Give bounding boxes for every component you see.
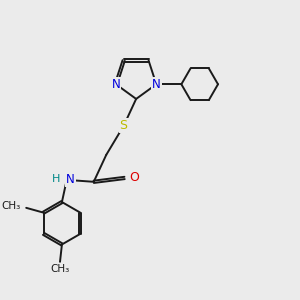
Text: CH₃: CH₃ — [50, 264, 70, 274]
Text: N: N — [66, 173, 75, 186]
Text: O: O — [129, 172, 139, 184]
Text: H: H — [52, 174, 60, 184]
Text: S: S — [120, 119, 128, 132]
Text: N: N — [112, 78, 120, 91]
Text: N: N — [152, 78, 161, 91]
Text: CH₃: CH₃ — [1, 201, 20, 211]
